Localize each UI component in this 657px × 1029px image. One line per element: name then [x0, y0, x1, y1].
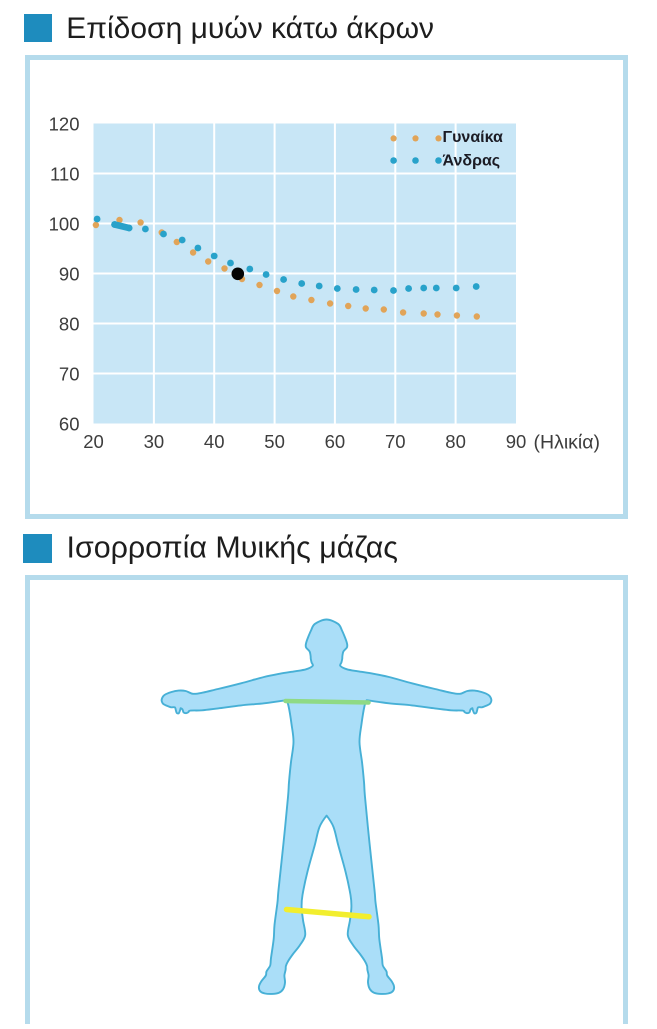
- svg-text:Ισορροπία Μυικής μάζας: Ισορροπία Μυικής μάζας: [67, 531, 398, 565]
- svg-text:60: 60: [59, 413, 80, 434]
- svg-text:90: 90: [59, 263, 80, 284]
- svg-text:40: 40: [204, 431, 225, 452]
- svg-text:110: 110: [50, 163, 80, 184]
- svg-text:Επίδοση μυών κάτω άκρων: Επίδοση μυών κάτω άκρων: [66, 12, 434, 45]
- svg-text:70: 70: [385, 431, 406, 452]
- svg-text:20: 20: [83, 431, 104, 452]
- svg-text:100: 100: [49, 213, 80, 234]
- svg-text:30: 30: [144, 431, 165, 452]
- svg-text:90: 90: [506, 431, 527, 452]
- svg-text:Άνδρας: Άνδρας: [443, 153, 501, 170]
- svg-text:70: 70: [59, 363, 80, 384]
- svg-text:80: 80: [59, 313, 80, 334]
- svg-text:50: 50: [264, 431, 285, 452]
- svg-text:60: 60: [325, 431, 346, 452]
- svg-text:120: 120: [49, 113, 80, 134]
- svg-text:Γυναίκα: Γυναίκα: [443, 129, 504, 146]
- svg-text:(Ηλικία): (Ηλικία): [534, 432, 601, 454]
- svg-text:80: 80: [445, 431, 466, 452]
